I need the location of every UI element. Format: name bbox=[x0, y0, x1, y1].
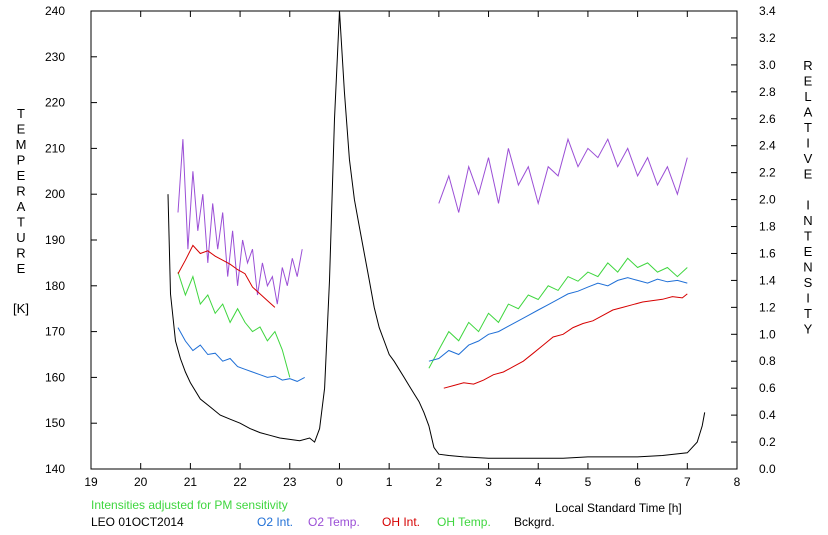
y-right-label-letter: E bbox=[804, 74, 813, 89]
legend-entry: O2 Temp. bbox=[308, 515, 360, 529]
series-line-o2-temp bbox=[438, 137, 688, 213]
series-line-o2-int bbox=[428, 277, 688, 362]
y-right-tick-label: 2.4 bbox=[759, 139, 776, 153]
x-axis: 19 20 21 22 23 0 1 2 3 4 5 6 7 8 bbox=[84, 11, 741, 489]
y-right-label-letter: R bbox=[803, 58, 812, 73]
x-tick-label: 2 bbox=[436, 475, 443, 489]
x-tick-label: 3 bbox=[485, 475, 492, 489]
y-left-label-letter: P bbox=[17, 153, 26, 168]
y-right-label-letter: E bbox=[804, 167, 813, 182]
y-left-tick-label: 200 bbox=[45, 187, 65, 201]
x-tick-label: 7 bbox=[684, 475, 691, 489]
x-tick-label: 6 bbox=[634, 475, 641, 489]
y-right-tick-label: 3.4 bbox=[759, 4, 776, 18]
y-left-tick-label: 230 bbox=[45, 50, 65, 64]
y-right-tick-label: 2.0 bbox=[759, 193, 776, 207]
y-left-tick-label: 220 bbox=[45, 96, 65, 110]
y-left-label-letter: R bbox=[16, 184, 25, 199]
y-right-tick-label: 1.8 bbox=[759, 220, 776, 234]
legend-entry: OH Int. bbox=[382, 515, 420, 529]
x-tick-label: 23 bbox=[283, 475, 297, 489]
y-right-tick-label: 0.4 bbox=[759, 408, 776, 422]
x-tick-label: 5 bbox=[585, 475, 592, 489]
y-right-tick-label: 2.2 bbox=[759, 166, 776, 180]
y-right-tick-label: 0.8 bbox=[759, 354, 776, 368]
y-right-tick-label: 2.6 bbox=[759, 112, 776, 126]
y-right-tick-label: 3.0 bbox=[759, 58, 776, 72]
y-right-label-letter: I bbox=[806, 136, 810, 151]
y-left-tick-label: 210 bbox=[45, 141, 65, 155]
y-axis-left: 140 150 160 170 180 190 200 210 220 230 240 bbox=[45, 4, 97, 476]
series-line-oh-temp bbox=[428, 257, 688, 369]
legend: O2 Int. O2 Temp. OH Int. OH Temp. Bckgrd. bbox=[257, 515, 555, 529]
legend-entry: OH Temp. bbox=[437, 515, 491, 529]
y-left-label-letter: A bbox=[17, 199, 26, 214]
y-left-tick-label: 140 bbox=[45, 462, 65, 476]
y-right-label-letter: T bbox=[804, 229, 812, 244]
y-right-label-letter: V bbox=[804, 151, 813, 166]
station-label: LEO 01OCT2014 bbox=[91, 515, 184, 529]
y-right-label-letter: I bbox=[806, 198, 810, 213]
y-left-tick-label: 170 bbox=[45, 325, 65, 339]
y-right-label-letter: I bbox=[806, 291, 810, 306]
y-right-tick-label: 1.2 bbox=[759, 300, 776, 314]
y-right-label-letter: Y bbox=[804, 322, 813, 337]
y-left-label-letter: T bbox=[17, 215, 25, 230]
series-line-oh-int bbox=[177, 244, 276, 308]
y-left-tick-label: 240 bbox=[45, 4, 65, 18]
series-line-o2-temp bbox=[177, 139, 303, 305]
y-left-label-letter: E bbox=[17, 122, 26, 137]
x-tick-label: 19 bbox=[84, 475, 98, 489]
note-text: Intensities adjusted for PM sensitivity bbox=[91, 498, 288, 512]
y-right-tick-label: 1.4 bbox=[759, 273, 776, 287]
series-group bbox=[167, 10, 706, 459]
y-left-label-letter: E bbox=[17, 168, 26, 183]
y-left-tick-label: 180 bbox=[45, 279, 65, 293]
y-right-label-letter: E bbox=[804, 244, 813, 259]
y-left-label-letter: E bbox=[17, 261, 26, 276]
x-tick-label: 8 bbox=[734, 475, 741, 489]
y-right-label-letter: N bbox=[803, 213, 812, 228]
y-left-label-letter: M bbox=[16, 137, 27, 152]
y-right-label-letter: A bbox=[804, 105, 813, 120]
series-line-o2-int bbox=[177, 327, 305, 382]
y-right-tick-label: 0.6 bbox=[759, 381, 776, 395]
y-right-tick-label: 3.2 bbox=[759, 31, 776, 45]
x-tick-label: 0 bbox=[336, 475, 343, 489]
x-tick-label: 20 bbox=[134, 475, 148, 489]
y-left-tick-label: 160 bbox=[45, 370, 65, 384]
series-line-oh-temp bbox=[177, 271, 291, 378]
legend-entry: Bckgrd. bbox=[514, 515, 555, 529]
series-line-oh-int bbox=[443, 293, 688, 389]
y-left-unit: [K] bbox=[13, 301, 29, 316]
y-left-tick-label: 190 bbox=[45, 233, 65, 247]
x-tick-label: 21 bbox=[184, 475, 198, 489]
y-right-tick-label: 0.0 bbox=[759, 462, 776, 476]
y-axis-right: 0.0 0.2 0.4 0.6 0.8 1.0 1.2 1.4 1.6 1.8 2.0 2.2 2.4 2… bbox=[731, 4, 776, 476]
x-axis-label: Local Standard Time [h] bbox=[555, 501, 682, 515]
y-right-label-letter: N bbox=[803, 260, 812, 275]
y-left-tick-label: 150 bbox=[45, 416, 65, 430]
series-line-bckgrd bbox=[167, 10, 706, 459]
y-right-tick-label: 0.2 bbox=[759, 435, 776, 449]
y-right-tick-label: 1.0 bbox=[759, 327, 776, 341]
y-right-tick-label: 2.8 bbox=[759, 85, 776, 99]
legend-entry: O2 Int. bbox=[257, 515, 293, 529]
y-left-label-letter: T bbox=[17, 106, 25, 121]
y-right-label-letter: L bbox=[804, 89, 811, 104]
y-left-label-letter: U bbox=[16, 230, 25, 245]
y-right-label-letter: S bbox=[804, 275, 813, 290]
x-tick-label: 1 bbox=[386, 475, 393, 489]
x-tick-label: 4 bbox=[535, 475, 542, 489]
x-tick-label: 22 bbox=[233, 475, 247, 489]
y-right-label-letter: T bbox=[804, 120, 812, 135]
y-left-label-letter: R bbox=[16, 246, 25, 261]
y-right-tick-label: 1.6 bbox=[759, 246, 776, 260]
y-right-label-letter: T bbox=[804, 306, 812, 321]
